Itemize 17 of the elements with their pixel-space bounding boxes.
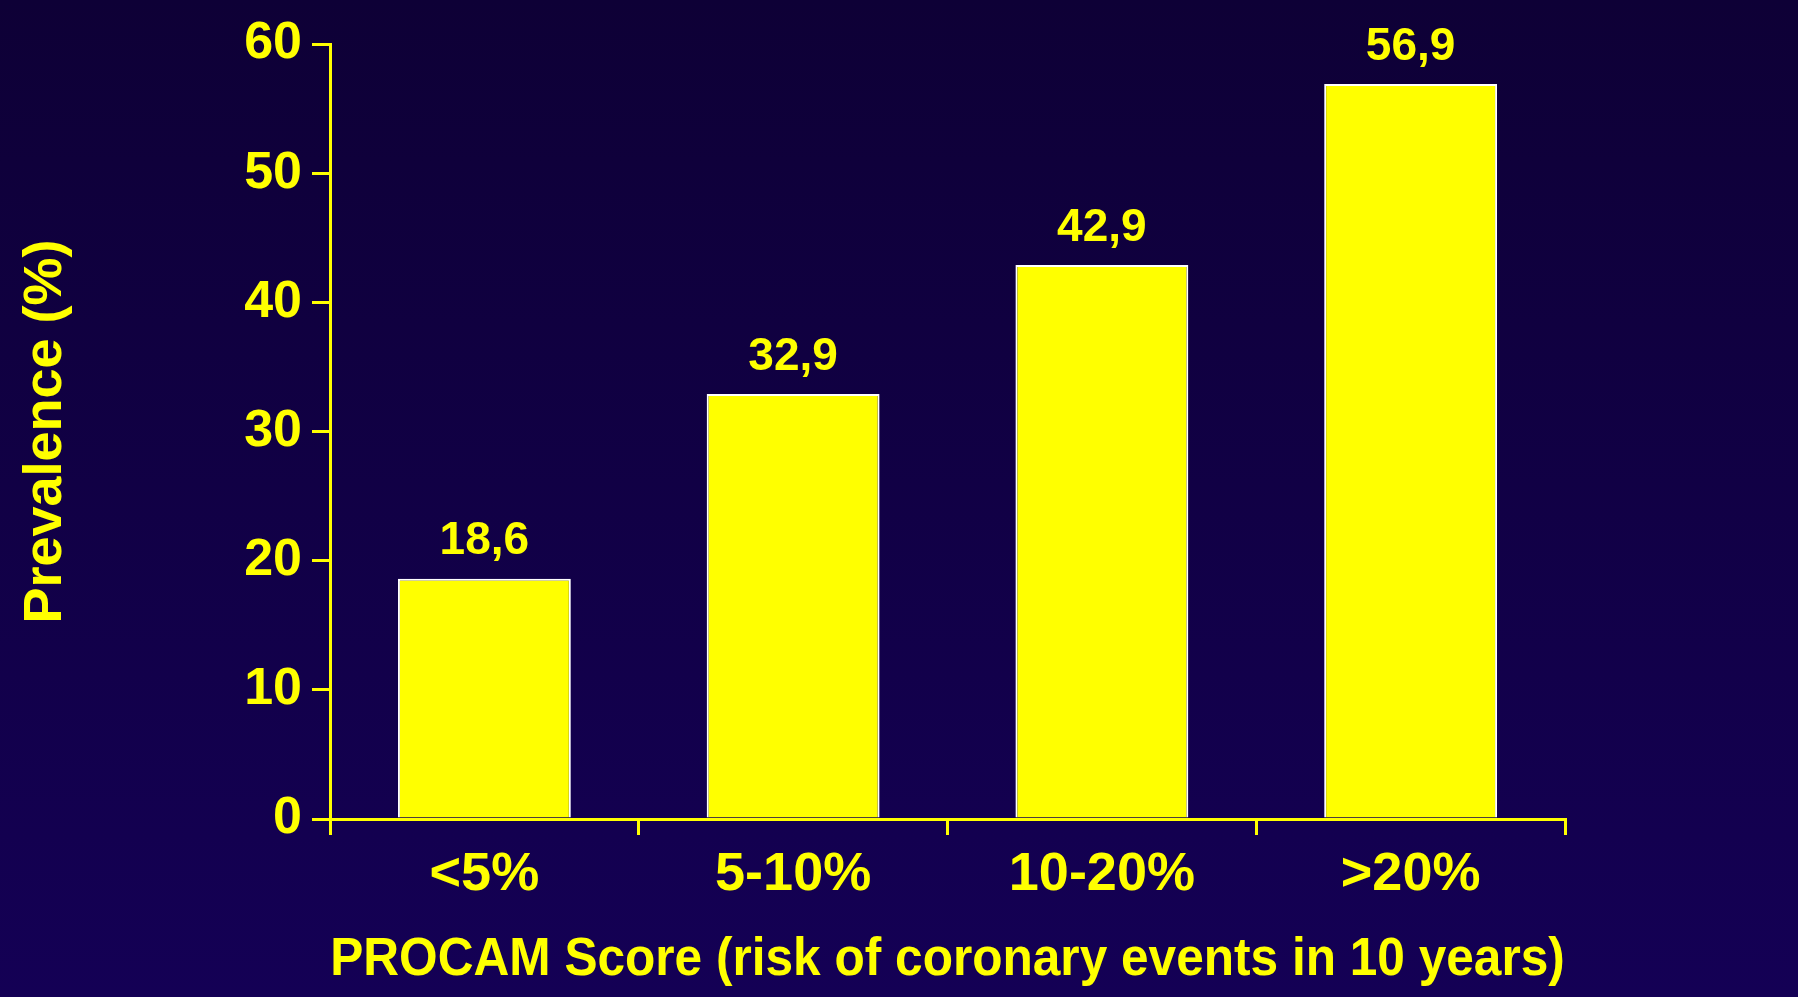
x-tick-label: 10-20%	[1008, 841, 1195, 902]
x-tick-label: >20%	[1340, 841, 1481, 902]
y-tick-label: 50	[244, 140, 302, 199]
data-label: 56,9	[1365, 17, 1456, 70]
x-tick-label: <5%	[429, 841, 540, 902]
y-tick-label: 40	[244, 269, 302, 328]
data-label: 32,9	[748, 327, 838, 380]
y-axis-title: Prevalence (%)	[12, 239, 73, 624]
x-tick-label: 5-10%	[715, 841, 872, 902]
y-tick-label: 30	[244, 398, 302, 457]
y-tick-label: 20	[244, 528, 302, 587]
y-tick-label: 10	[244, 657, 302, 716]
data-label: 42,9	[1057, 198, 1147, 251]
y-tick-label: 0	[273, 786, 302, 845]
y-tick-label: 60	[244, 11, 302, 70]
data-label: 18,6	[439, 512, 530, 565]
x-axis-title: PROCAM Score (risk of coronary events in 10 years)	[330, 926, 1565, 987]
